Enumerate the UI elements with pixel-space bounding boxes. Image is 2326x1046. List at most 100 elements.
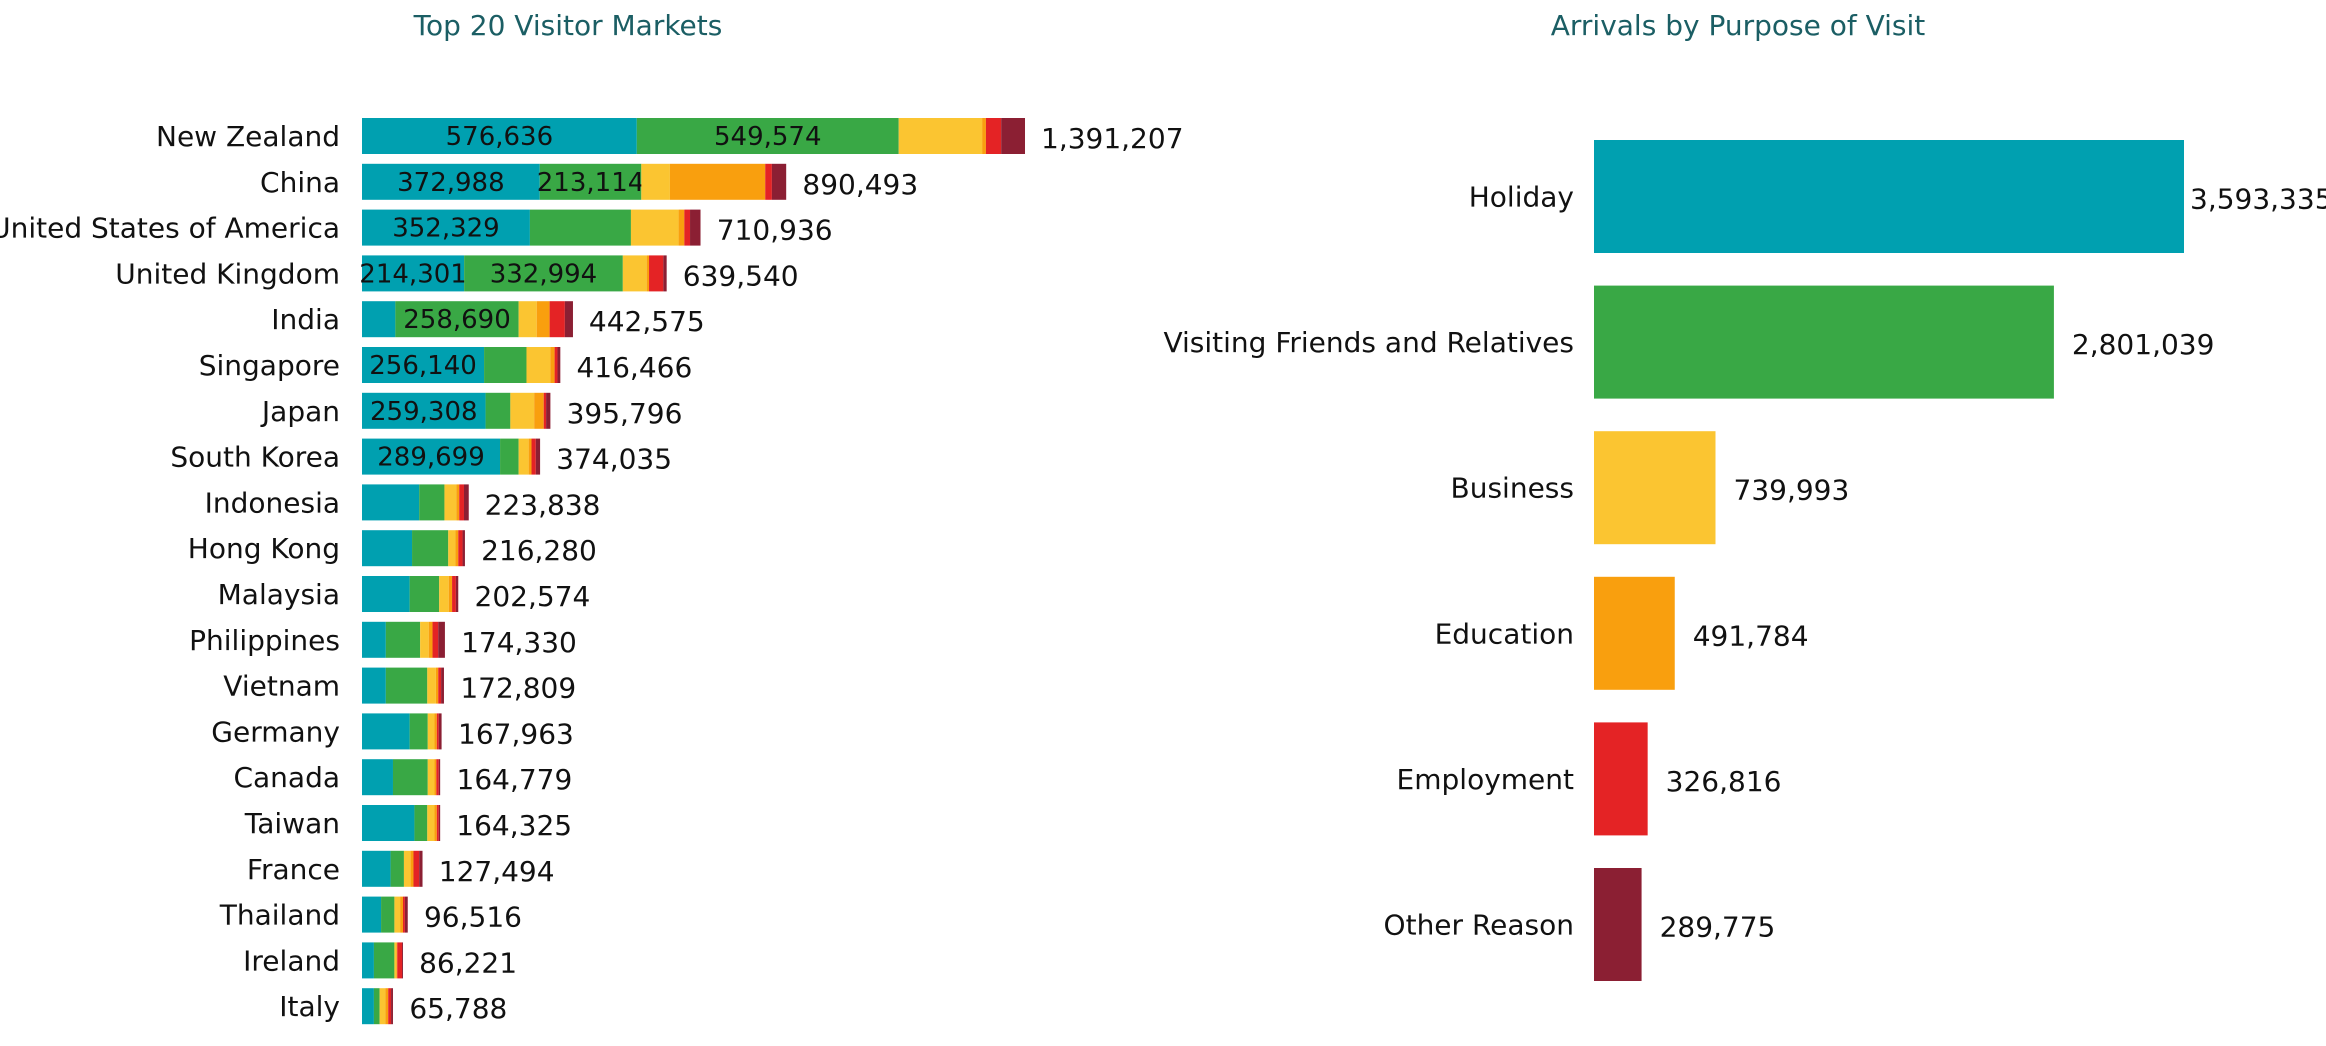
segment-label: 213,114 [537,168,645,198]
bar-segment [439,576,449,612]
bar-segment [438,713,442,750]
total-label: 164,779 [457,763,573,796]
bar-segment [362,621,386,658]
bar-segment [630,209,679,246]
total-label: 202,574 [475,580,591,613]
segment-label: 258,690 [403,305,511,335]
bar-segment [485,392,511,429]
segment-label: 259,308 [370,397,478,427]
bar-segment [362,988,374,1025]
total-label: 216,280 [481,534,597,567]
category-label: Canada [233,761,340,794]
category-label: Holiday [1469,181,1574,214]
bar-segment [362,576,410,612]
bar-segment [434,805,437,841]
total-label: 65,788 [409,992,507,1025]
segment-label: 576,636 [446,122,554,152]
right-chart-title: Arrivals by Purpose of Visit [1551,9,1926,42]
bar-segment [898,118,983,154]
bar-segment [448,530,456,567]
total-label: 416,466 [576,351,692,384]
bar-segment [765,163,772,200]
bar-segment [373,988,380,1025]
bar-segment [412,530,449,567]
category-label: Germany [211,715,340,748]
value-label: 2,801,039 [2072,328,2215,361]
bar-segment [534,392,544,429]
bar-segment [362,163,540,200]
bar-segment [362,667,386,704]
bar-segment [500,438,519,475]
category-label: Philippines [189,624,340,657]
bar [1594,868,1642,981]
bar-segment [427,667,436,704]
bar-segment [518,301,537,338]
bar-segment [510,392,535,429]
category-label: New Zealand [156,120,340,153]
bar-segment [434,759,437,796]
bar [1594,140,2184,253]
bar-segment [554,347,558,383]
bar-segment [395,301,519,338]
bar-segment [388,988,392,1025]
total-label: 1,391,207 [1041,122,1184,155]
total-label: 174,330 [461,626,577,659]
top-markets-chart: New Zealand 576,636 549,574 1,391,207 China 3… [0,118,1184,1025]
category-label: Ireland [243,944,340,977]
bar-segment [550,347,555,383]
bar-segment [444,484,457,521]
bar-segment [391,988,393,1025]
category-label: Employment [1397,763,1574,796]
bar-segment [400,896,403,933]
bar-segment [435,667,439,704]
bar-segment [622,255,647,292]
bar-segment [458,530,463,567]
segment-label: 549,574 [714,122,822,152]
bar-segment [362,301,396,338]
category-label: Malaysia [218,578,340,611]
category-label: India [271,303,340,336]
bar-segment [404,896,408,933]
bar-segment [409,713,428,750]
bar-segment [438,667,442,704]
total-label: 442,575 [589,305,705,338]
category-label: Japan [260,395,340,428]
bar-segment [428,621,433,658]
category-label: Vietnam [223,670,340,703]
bar-segment [646,255,650,292]
bar-segment [678,209,685,246]
bar-segment [636,118,899,154]
segment-label: 289,699 [377,443,485,473]
bar-segment [385,667,428,704]
category-label: France [247,853,340,886]
bar-segment [557,347,561,383]
bar [1594,576,1675,690]
bar-segment [413,850,420,887]
bar-segment [362,896,382,933]
bar-segment [982,118,986,154]
bar-segment [464,255,623,292]
category-label: Italy [279,990,340,1023]
segment-label: 214,301 [359,259,467,289]
total-label: 710,936 [717,214,833,247]
bar-segment [397,942,403,979]
bar-segment [362,759,393,796]
total-label: 127,494 [439,855,555,888]
bar-segment [362,805,415,841]
bar-segment [455,576,459,612]
segment-label: 256,140 [369,351,477,381]
bar-segment [484,347,527,383]
bar-segment [526,347,551,383]
bar-segment [362,209,530,246]
total-label: 223,838 [485,488,601,521]
total-label: 167,963 [458,717,574,750]
category-label: Hong Kong [188,532,340,565]
bar-segment [402,896,405,933]
category-label: Visiting Friends and Relatives [1163,326,1574,359]
bar-segment [669,163,766,200]
bar-segment [362,850,391,887]
bar-segment [641,163,670,200]
total-label: 639,540 [683,259,799,292]
bar-segment [427,759,435,796]
